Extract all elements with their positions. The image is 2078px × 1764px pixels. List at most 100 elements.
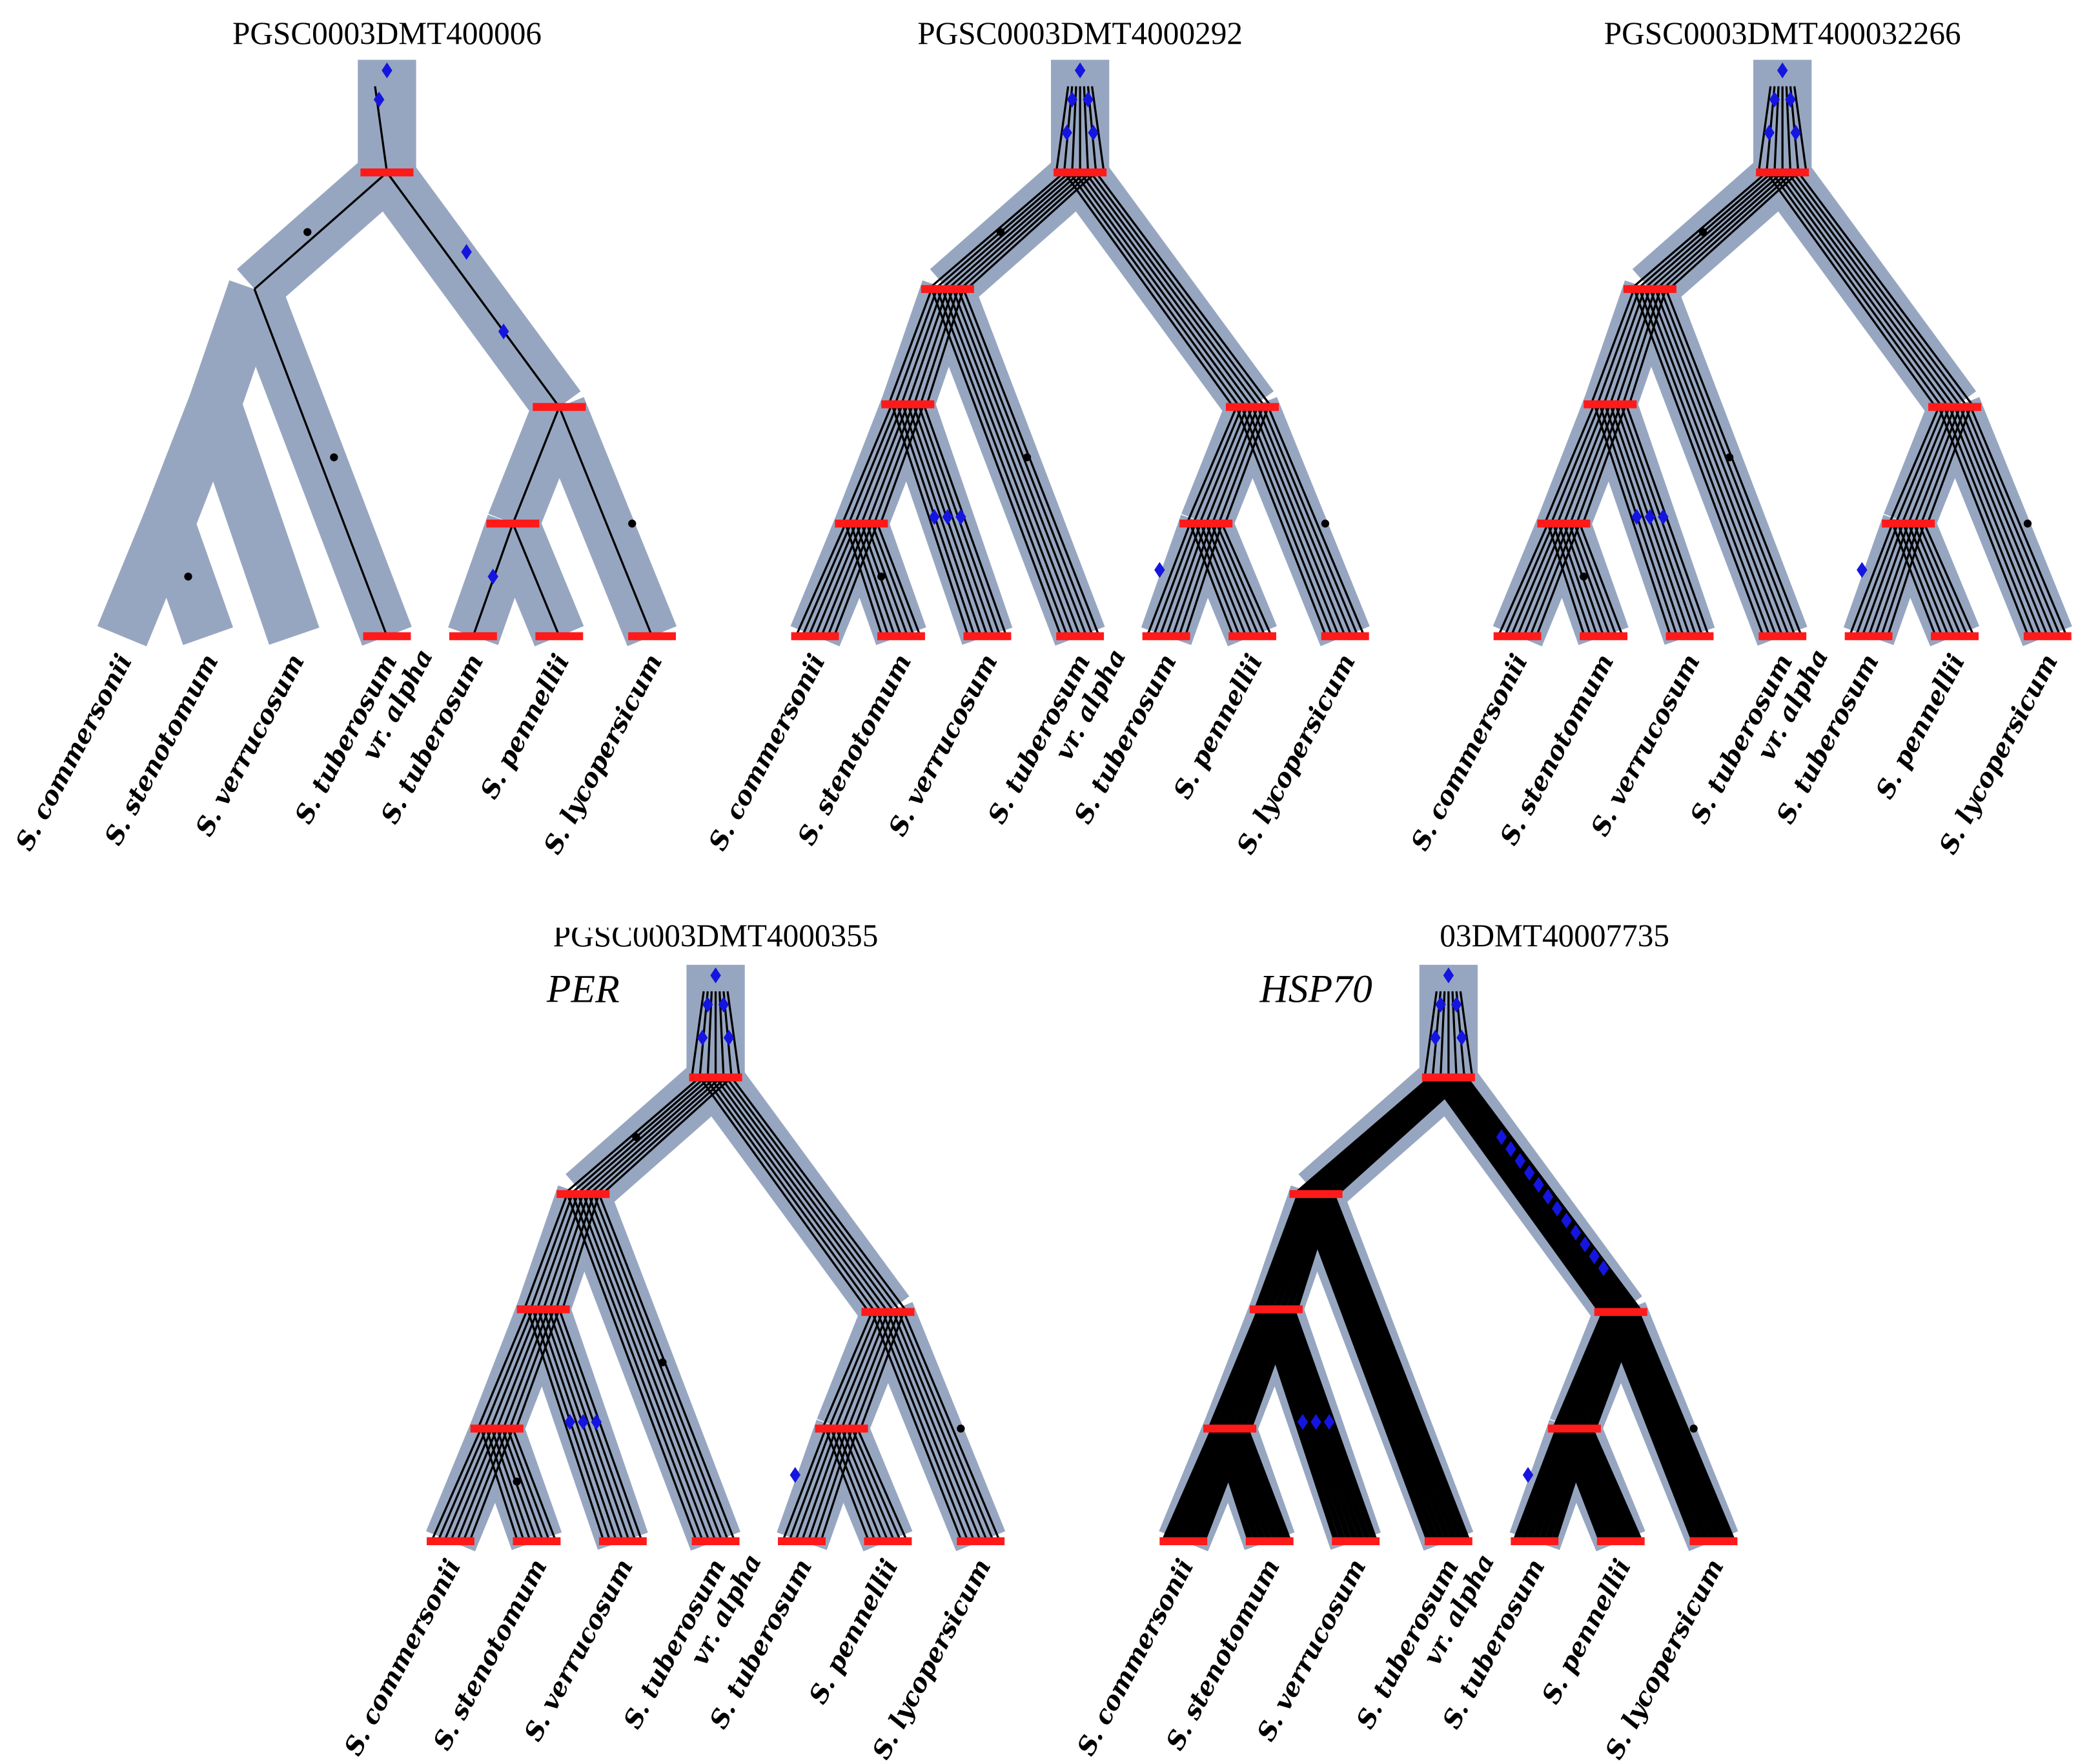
loss-node <box>877 573 886 581</box>
gene-name: HSP70 <box>1259 967 1372 1011</box>
transfer-mark <box>1570 1224 1582 1241</box>
gene-branch <box>1562 403 1611 524</box>
duplication-bar <box>1249 1305 1303 1313</box>
duplication-bar <box>1623 285 1676 293</box>
gene-branch <box>523 1193 569 1310</box>
gene-branch <box>1289 1308 1378 1543</box>
leaf-bar <box>363 632 411 640</box>
panel-title: PGSC0003DMT400032266 <box>1604 15 1961 51</box>
gene-branch <box>1649 171 1784 290</box>
gene-branch <box>1787 172 1962 408</box>
duplication-bar <box>1584 400 1637 409</box>
gene-branch <box>1171 523 1212 637</box>
loss-node <box>513 1477 521 1486</box>
gene-branch <box>1199 523 1247 637</box>
loss-node <box>1580 573 1588 581</box>
loss-node <box>996 228 1005 236</box>
gene-branch <box>959 171 1092 290</box>
transfer-mark <box>1074 62 1086 79</box>
gene-branch <box>912 403 995 637</box>
gene-branch <box>566 1193 698 1542</box>
gene-branch <box>1198 406 1248 524</box>
gene-branch <box>1174 1427 1228 1543</box>
gene-branch <box>1318 1193 1458 1543</box>
gene-branch <box>935 289 1068 637</box>
transfer-mark <box>1061 125 1072 141</box>
gene-branch <box>456 1428 504 1542</box>
gene-branch <box>1659 289 1797 637</box>
gene-branch <box>536 1309 618 1542</box>
gene-root-branch <box>1757 86 1772 173</box>
loss-node <box>1725 453 1734 461</box>
gene-branch <box>436 1428 487 1542</box>
gene-branch <box>709 1077 882 1313</box>
gene-branch <box>1510 523 1560 637</box>
transfer-mark <box>487 568 498 585</box>
gene-branch <box>1609 289 1651 405</box>
gene-branch <box>826 523 873 637</box>
gene-branch <box>1604 403 1685 637</box>
species-label: S. pennellii <box>1168 649 1268 804</box>
gene-branch <box>1948 406 2042 637</box>
gene-branch <box>844 523 883 637</box>
gene-root-branch <box>1459 991 1474 1078</box>
gene-branch <box>1320 1075 1456 1197</box>
gene-branch <box>1602 1310 1698 1543</box>
leaf-bar <box>1511 1537 1559 1545</box>
gene-branch <box>1622 289 1662 405</box>
transfer-mark <box>1790 125 1801 141</box>
gene-branch <box>1440 1075 1617 1314</box>
gene-branch <box>511 406 560 524</box>
gene-branch <box>1953 406 2049 637</box>
gene-root-branch <box>1423 991 1438 1078</box>
gene-branch <box>941 289 1075 637</box>
leaf-bar <box>628 632 676 640</box>
gene-branch <box>1943 406 2036 637</box>
transfer-mark <box>1323 1414 1335 1430</box>
gene-branch <box>1654 289 1790 637</box>
duplication-bar <box>689 1073 742 1082</box>
leaf-bar <box>1665 632 1714 640</box>
leaf-bar <box>1056 632 1105 640</box>
leaf-bar <box>778 1537 826 1545</box>
gene-branch <box>730 1077 908 1313</box>
gene-branch <box>720 1077 895 1313</box>
duplication-bar <box>835 520 888 528</box>
gene-branch <box>1307 1075 1445 1197</box>
gene-branch <box>800 1428 843 1542</box>
gene-branch <box>386 172 560 408</box>
gene-branch <box>848 403 899 524</box>
gene-branch <box>1848 523 1894 637</box>
gene-branch <box>469 1428 514 1542</box>
leaf-bar <box>1159 1537 1208 1545</box>
transfer-mark <box>789 1466 800 1483</box>
duplication-bar <box>881 400 935 409</box>
gene-branch <box>794 1428 837 1542</box>
gene-branch <box>1267 1193 1314 1311</box>
transfer-mark <box>1066 91 1078 108</box>
gene-branch <box>1556 403 1606 524</box>
transfer-mark <box>1522 1466 1534 1483</box>
gene-branch <box>788 1428 832 1542</box>
gene-branch <box>850 523 890 637</box>
loss-node <box>1698 228 1707 236</box>
gene-branch <box>1430 1075 1604 1314</box>
transfer-mark <box>1514 1153 1525 1169</box>
gene-branch <box>485 1428 525 1542</box>
gene-branch <box>1566 1427 1618 1543</box>
duplication-bar <box>1421 1073 1475 1082</box>
loss-node <box>632 1133 640 1141</box>
gene-branch <box>1152 523 1197 637</box>
gene-branch <box>558 1309 643 1542</box>
duplication-bar <box>1928 403 1982 411</box>
gene-branch <box>1205 523 1254 637</box>
gene-branch <box>1308 1193 1445 1543</box>
gene-branch <box>704 1077 877 1313</box>
gene-branch <box>1063 172 1234 408</box>
gene-branch <box>1970 406 2068 637</box>
transfer-mark <box>1088 125 1099 141</box>
gene-branch <box>589 1077 722 1195</box>
gene-branch <box>582 1193 717 1542</box>
loss-node <box>957 1424 965 1433</box>
